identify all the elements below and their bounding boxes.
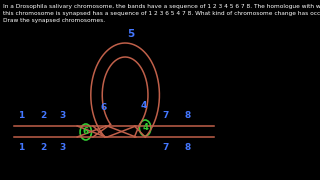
Text: 5: 5 <box>127 29 134 39</box>
Text: 7: 7 <box>163 111 169 120</box>
Text: 8: 8 <box>184 143 190 152</box>
Text: 6: 6 <box>83 127 89 136</box>
Text: 2: 2 <box>40 143 46 152</box>
Text: In a Drosophila salivary chromosome, the bands have a sequence of 1 2 3 4 5 6 7 : In a Drosophila salivary chromosome, the… <box>3 4 320 23</box>
Text: 3: 3 <box>60 111 66 120</box>
Text: 2: 2 <box>40 111 46 120</box>
Text: 7: 7 <box>163 143 169 152</box>
Text: 4: 4 <box>142 123 148 132</box>
Text: 1: 1 <box>18 143 25 152</box>
Text: 4: 4 <box>140 100 147 109</box>
Text: 3: 3 <box>60 143 66 152</box>
Text: 6: 6 <box>100 102 107 111</box>
Text: 1: 1 <box>18 111 25 120</box>
Text: 8: 8 <box>184 111 190 120</box>
